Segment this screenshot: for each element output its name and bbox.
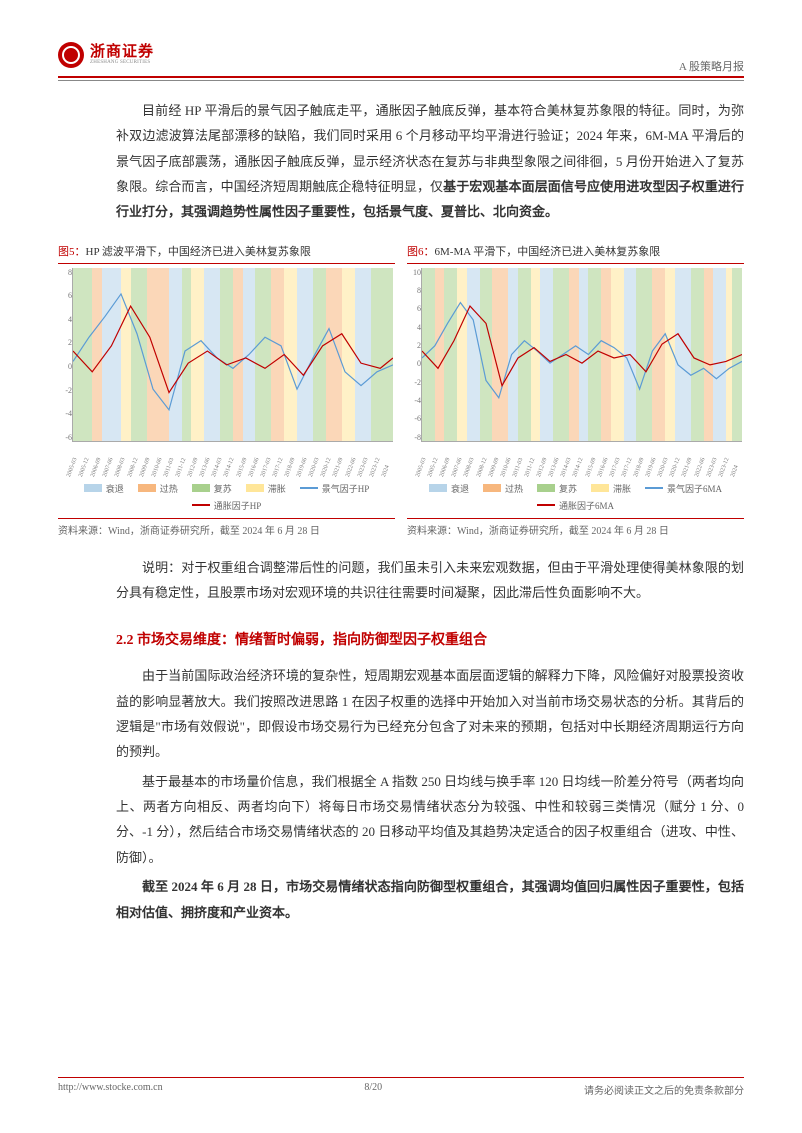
chart5-legend: 衰退过热复苏滞胀景气因子HP通胀因子HP bbox=[58, 482, 395, 512]
logo-en: ZHESHANG SECURITIES bbox=[90, 60, 154, 65]
chart5-block: 图5：HP 滤波平滑下，中国经济已进入美林复苏象限 86420-2-4-6200… bbox=[58, 243, 395, 537]
footer-url: http://www.stocke.com.cn bbox=[58, 1082, 163, 1097]
chart6-title-rule bbox=[407, 263, 744, 264]
logo-icon bbox=[58, 42, 84, 68]
doc-type-label: A 股策略月报 bbox=[679, 58, 744, 74]
chart6-block: 图6：6M-MA 平滑下，中国经济已进入美林复苏象限 1086420-2-4-6… bbox=[407, 243, 744, 537]
paragraph-4: 基于最基本的市场量价信息，我们根据全 A 指数 250 日均线与换手率 120 … bbox=[58, 769, 744, 870]
header-rule-grey bbox=[58, 80, 744, 81]
chart5-title: 图5：HP 滤波平滑下，中国经济已进入美林复苏象限 bbox=[58, 243, 395, 259]
logo-cn: 浙商证券 bbox=[90, 45, 154, 60]
footer-page: 8/20 bbox=[364, 1082, 382, 1097]
paragraph-note: 说明：对于权重组合调整滞后性的问题，我们虽未引入未来宏观数据，但由于平滑处理使得… bbox=[58, 555, 744, 606]
footer-disclaimer: 请务必阅读正文之后的免责条款部分 bbox=[584, 1082, 744, 1097]
paragraph-3: 由于当前国际政治经济环境的复杂性，短周期宏观基本面层面逻辑的解释力下降，风险偏好… bbox=[58, 663, 744, 764]
chart6-source: 资料来源：Wind，浙商证券研究所，截至 2024 年 6 月 28 日 bbox=[407, 518, 744, 537]
chart6-legend: 衰退过热复苏滞胀景气因子6MA通胀因子6MA bbox=[407, 482, 744, 512]
chart6-fignum: 图6： bbox=[407, 246, 435, 258]
chart5-title-rule bbox=[58, 263, 395, 264]
chart6-title: 图6：6M-MA 平滑下，中国经济已进入美林复苏象限 bbox=[407, 243, 744, 259]
paragraph-1: 目前经 HP 平滑后的景气因子触底走平，通胀因子触底反弹，基本符合美林复苏象限的… bbox=[58, 98, 744, 225]
paragraph-5: 截至 2024 年 6 月 28 日，市场交易情绪状态指向防御型权重组合，其强调… bbox=[58, 874, 744, 925]
logo-block: 浙商证券 ZHESHANG SECURITIES bbox=[58, 42, 154, 68]
chart6-title-text: 6M-MA 平滑下，中国经济已进入美林复苏象限 bbox=[435, 246, 661, 258]
chart5-area: 86420-2-4-62005-032005-122006-092007-062… bbox=[58, 268, 395, 478]
chart5-source: 资料来源：Wind，浙商证券研究所，截至 2024 年 6 月 28 日 bbox=[58, 518, 395, 537]
charts-row: 图5：HP 滤波平滑下，中国经济已进入美林复苏象限 86420-2-4-6200… bbox=[58, 243, 744, 537]
section-2-2-heading: 2.2 市场交易维度：情绪暂时偏弱，指向防御型因子权重组合 bbox=[116, 629, 744, 649]
chart6-area: 1086420-2-4-6-82005-032005-122006-092007… bbox=[407, 268, 744, 478]
chart5-fignum: 图5： bbox=[58, 246, 86, 258]
footer: http://www.stocke.com.cn 8/20 请务必阅读正文之后的… bbox=[58, 1077, 744, 1097]
header-rule-red bbox=[58, 76, 744, 78]
chart5-title-text: HP 滤波平滑下，中国经济已进入美林复苏象限 bbox=[86, 246, 311, 258]
